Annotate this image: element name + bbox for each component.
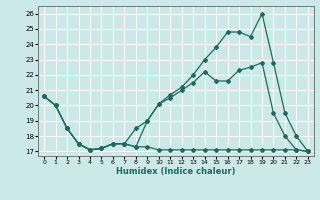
X-axis label: Humidex (Indice chaleur): Humidex (Indice chaleur) xyxy=(116,167,236,176)
